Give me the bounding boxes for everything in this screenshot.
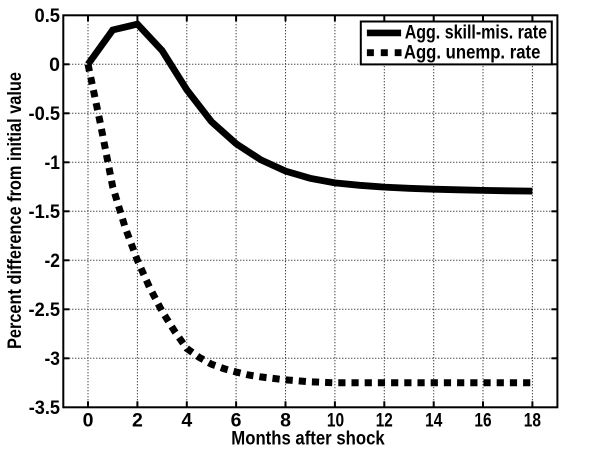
svg-text:Percent difference from initia: Percent difference from initial value [4,72,26,349]
svg-text:14: 14 [425,409,442,431]
svg-text:-2.5: -2.5 [29,299,61,321]
svg-text:0: 0 [83,409,94,431]
svg-text:Agg. skill-mis. rate: Agg. skill-mis. rate [405,21,547,43]
svg-text:Agg. unemp. rate: Agg. unemp. rate [404,42,541,64]
svg-text:8: 8 [280,409,291,431]
svg-text:12: 12 [376,409,393,431]
svg-text:2: 2 [132,409,143,431]
svg-text:-3: -3 [45,348,61,370]
svg-text:0.5: 0.5 [35,5,61,27]
svg-text:16: 16 [474,409,491,431]
svg-text:6: 6 [231,409,242,431]
svg-text:-1.5: -1.5 [29,201,61,223]
svg-text:18: 18 [524,409,541,431]
svg-text:-0.5: -0.5 [29,103,61,125]
svg-text:Months after shock: Months after shock [231,427,385,449]
svg-text:10: 10 [327,409,344,431]
svg-text:-2: -2 [45,250,61,272]
svg-text:-1: -1 [45,152,61,174]
svg-text:0: 0 [49,54,60,76]
svg-text:-3.5: -3.5 [29,397,60,419]
svg-text:4: 4 [181,409,192,431]
